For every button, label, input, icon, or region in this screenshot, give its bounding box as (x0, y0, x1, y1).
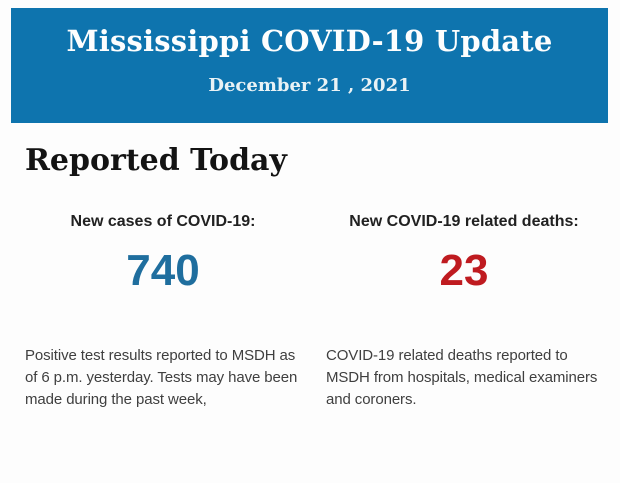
new-deaths-label: New COVID-19 related deaths: (349, 213, 579, 230)
new-deaths-value: 23 (439, 246, 489, 295)
stats-columns: New cases of COVID-19: 740 Positive test… (25, 212, 602, 411)
report-date: December 21 , 2021 (208, 75, 411, 96)
new-deaths-description: COVID-19 related deaths reported to MSDH… (326, 347, 598, 408)
new-cases-description: Positive test results reported to MSDH a… (25, 347, 298, 408)
new-cases-label: New cases of COVID-19: (70, 213, 256, 230)
new-cases-value: 740 (126, 246, 200, 295)
section-title: Reported Today (25, 143, 287, 178)
stat-new-deaths: New COVID-19 related deaths: 23 COVID-19… (326, 212, 602, 411)
header-banner: Mississippi COVID-19 Update December 21 … (11, 8, 608, 123)
stat-new-cases: New cases of COVID-19: 740 Positive test… (25, 212, 301, 411)
report-content: Reported Today New cases of COVID-19: 74… (0, 123, 620, 411)
page-title: Mississippi COVID-19 Update (66, 24, 553, 58)
